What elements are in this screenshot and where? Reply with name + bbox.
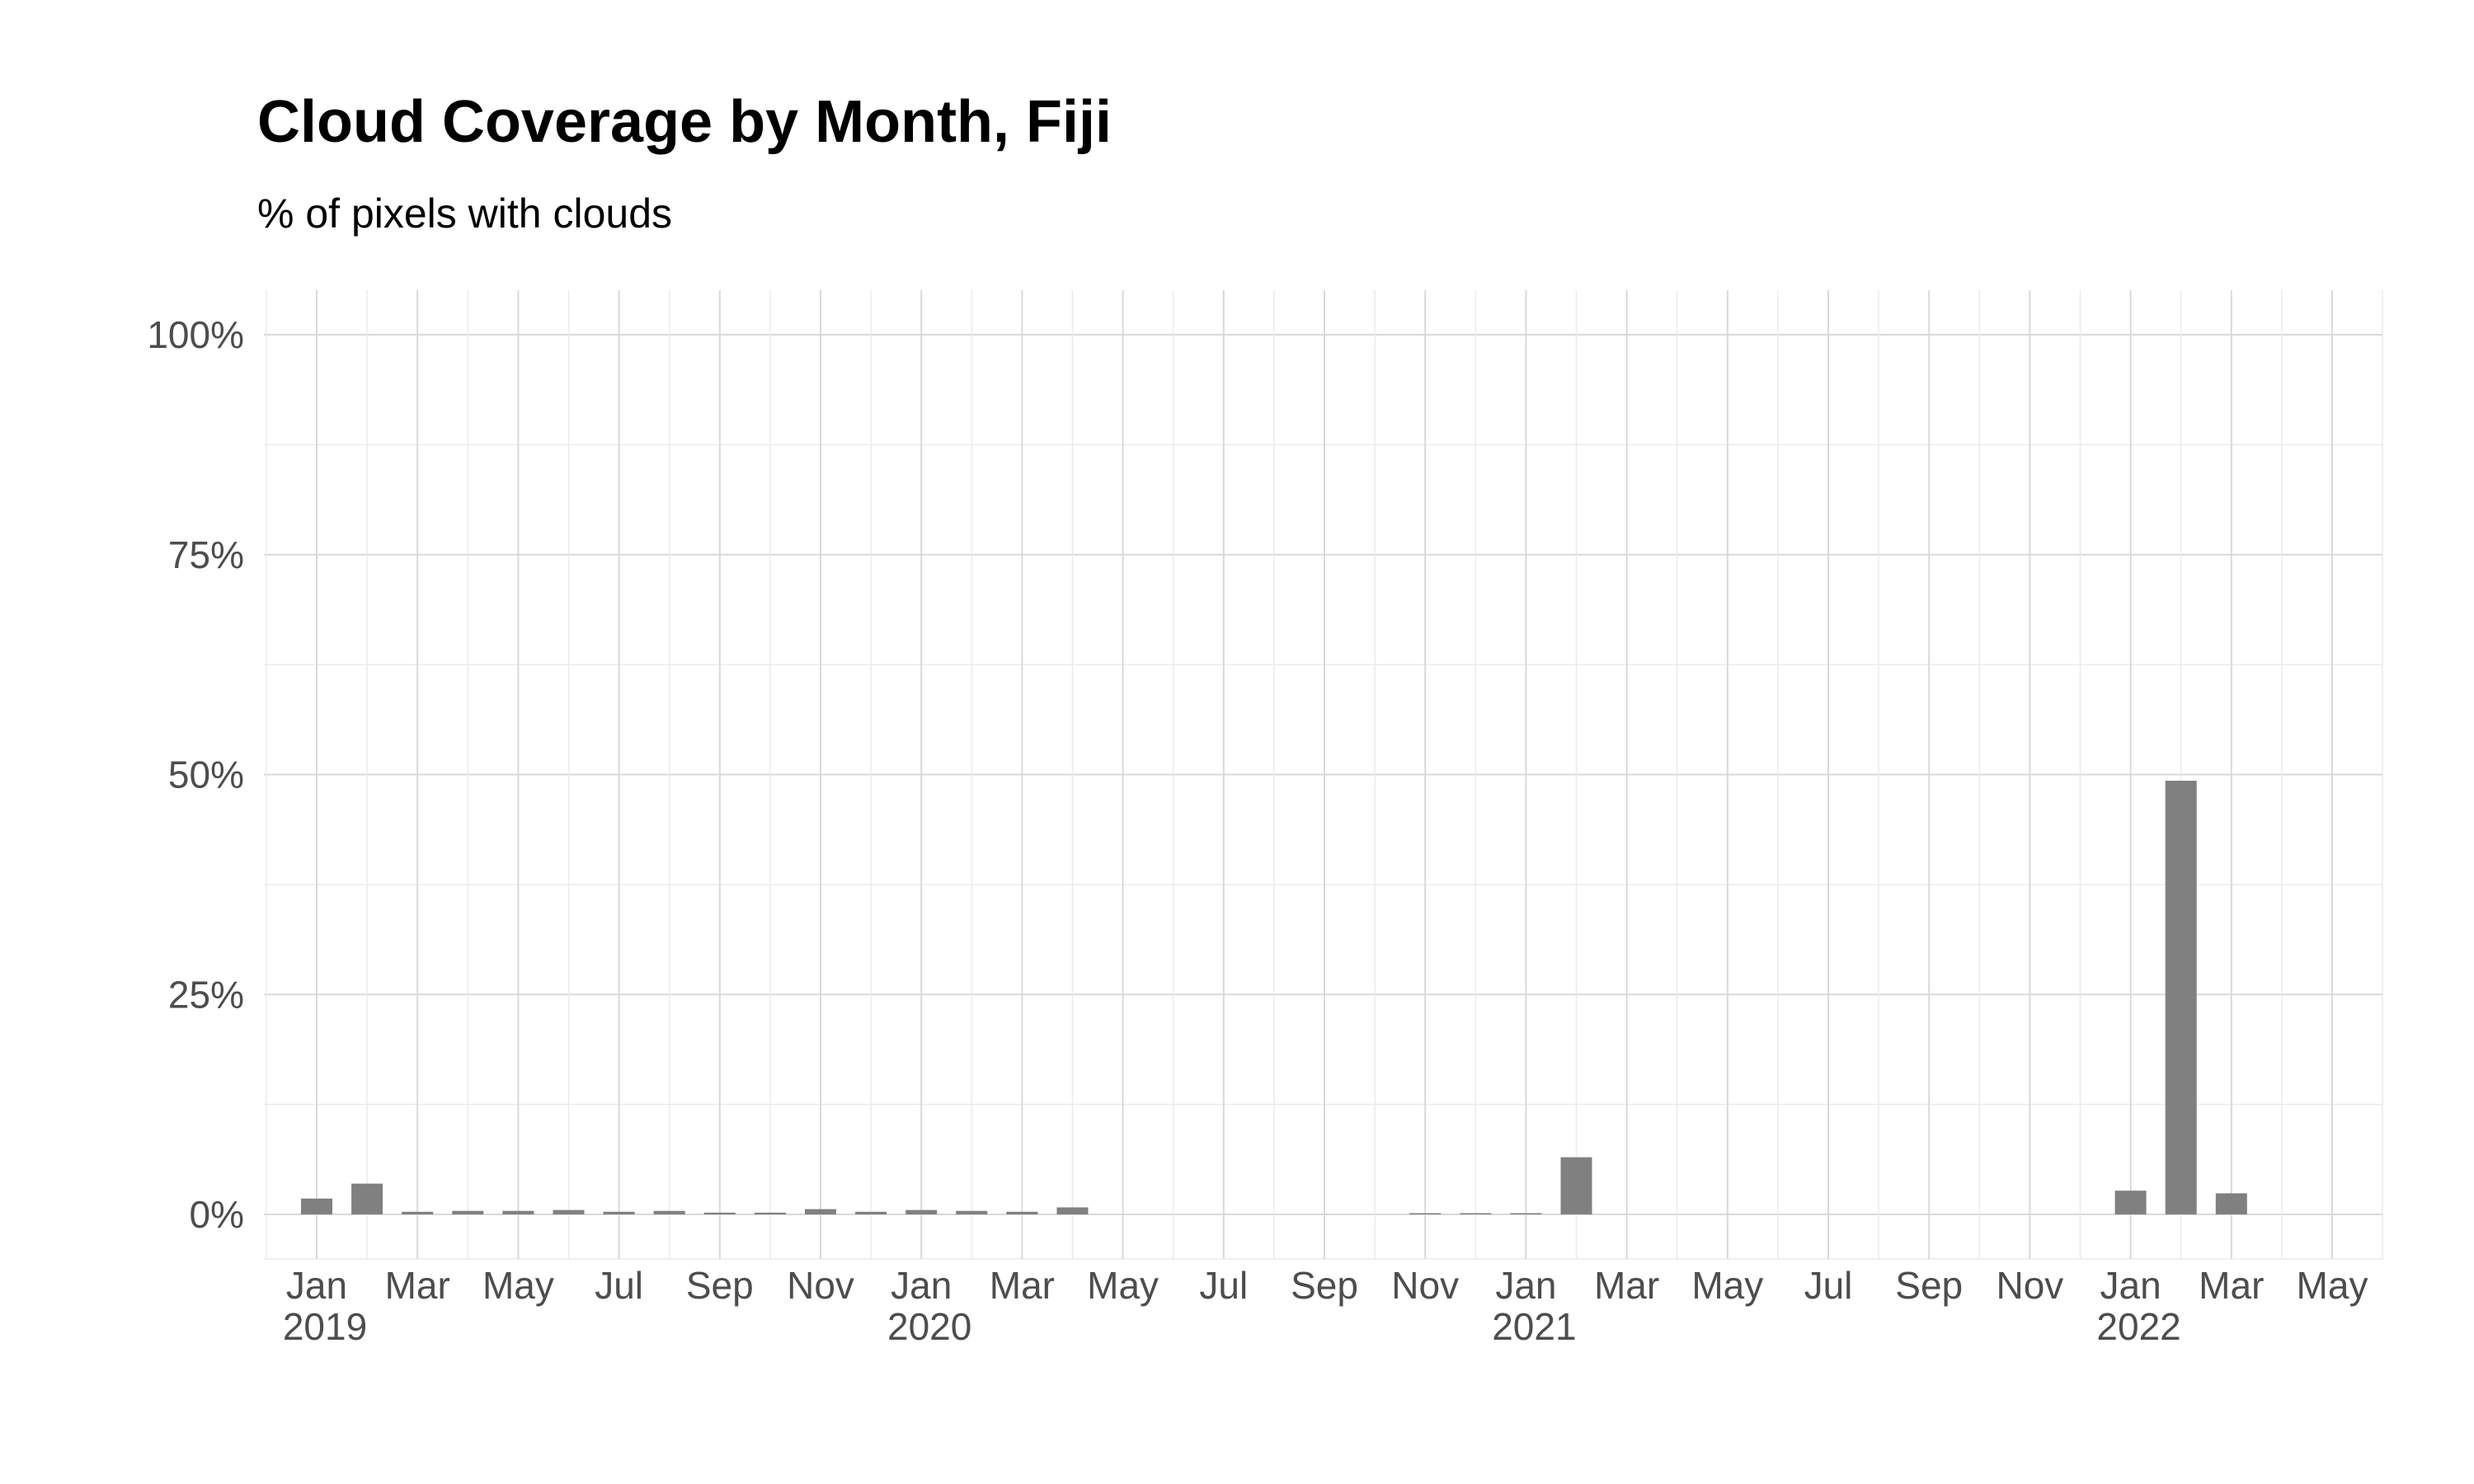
y-tick-label: 100%: [147, 313, 244, 356]
bar: [301, 1198, 332, 1214]
x-tick-label: Sep: [1895, 1264, 1963, 1307]
bar: [452, 1210, 484, 1214]
bar: [553, 1209, 585, 1214]
bar: [603, 1211, 635, 1214]
bar: [402, 1211, 434, 1214]
bar: [1560, 1157, 1592, 1214]
bar: [2215, 1193, 2247, 1214]
bar: [703, 1212, 736, 1214]
bar: [1510, 1213, 1542, 1214]
bar: [855, 1211, 887, 1214]
bar: [1460, 1213, 1492, 1214]
bar: [805, 1209, 836, 1214]
y-axis-labels: 0% 25% 50% 75% 100%: [147, 313, 244, 1236]
chart-subtitle: % of pixels with clouds: [257, 190, 673, 237]
x-tick-year-label: 2021: [1492, 1305, 1576, 1348]
bar: [351, 1183, 383, 1214]
x-tick-label: Jul: [595, 1264, 643, 1307]
bar: [956, 1210, 988, 1214]
x-tick-year-label: 2020: [887, 1305, 971, 1348]
x-tick-label: Mar: [2199, 1264, 2264, 1307]
x-tick-label: Sep: [686, 1264, 754, 1307]
x-tick-label: May: [1691, 1264, 1763, 1307]
bar: [754, 1212, 786, 1214]
bar: [1056, 1207, 1089, 1214]
x-tick-label: Jan: [891, 1264, 952, 1307]
bar: [2114, 1190, 2147, 1214]
grid-lines: [264, 290, 2383, 1260]
x-tick-label: Nov: [1391, 1264, 1459, 1307]
x-tick-label: May: [1087, 1264, 1159, 1307]
x-tick-label: Nov: [787, 1264, 854, 1307]
x-tick-label: May: [2297, 1264, 2368, 1307]
bar: [502, 1210, 534, 1214]
x-tick-label: Nov: [1996, 1264, 2063, 1307]
chart-title: Cloud Coverage by Month, Fiji: [257, 89, 1112, 155]
bar: [2165, 780, 2197, 1214]
x-tick-label: Mar: [1594, 1264, 1659, 1307]
y-tick-label: 50%: [168, 754, 244, 796]
x-tick-year-label: 2019: [283, 1305, 367, 1348]
y-tick-label: 75%: [168, 533, 244, 576]
x-tick-label: Sep: [1291, 1264, 1358, 1307]
x-tick-label: Jul: [1199, 1264, 1248, 1307]
x-tick-label: Mar: [990, 1264, 1055, 1307]
bars: [301, 780, 2247, 1214]
x-tick-label: Jan: [286, 1264, 347, 1307]
x-tick-label: May: [482, 1264, 554, 1307]
bar: [905, 1209, 938, 1214]
x-tick-year-label: 2022: [2096, 1305, 2180, 1348]
x-tick-label: Mar: [385, 1264, 450, 1307]
y-tick-label: 25%: [168, 973, 244, 1016]
x-tick-label: Jan: [2100, 1264, 2161, 1307]
bar: [1006, 1211, 1038, 1214]
x-tick-label: Jan: [1495, 1264, 1556, 1307]
bar: [1409, 1213, 1442, 1214]
y-tick-label: 0%: [190, 1193, 244, 1236]
bar: [653, 1210, 685, 1214]
x-tick-label: Jul: [1804, 1264, 1853, 1307]
